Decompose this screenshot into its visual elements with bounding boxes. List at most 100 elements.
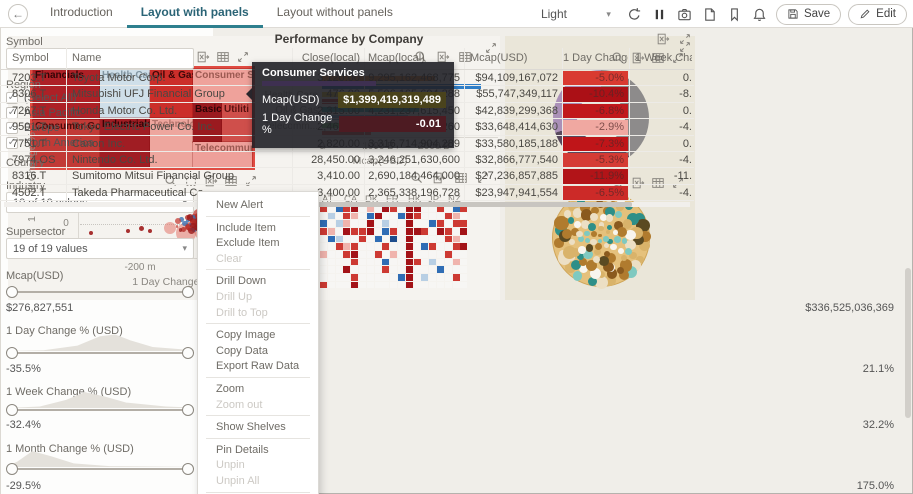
menu-item-export-raw-data[interactable]: Export Raw Data [216,360,300,373]
tab-layout-with-panels[interactable]: Layout with panels [126,0,263,28]
tab-introduction[interactable]: Introduction [50,5,113,19]
heatmap-cell[interactable] [374,243,382,251]
bookmark-icon[interactable] [726,5,744,23]
heatmap-cell[interactable] [390,227,398,235]
heatmap-cell[interactable] [351,212,359,220]
heatmap-cell[interactable] [327,205,335,212]
heatmap-cell[interactable] [413,220,421,228]
heatmap-cell[interactable] [444,243,452,251]
treemap-cell-oil-gas[interactable]: Oil & Gas [149,68,194,119]
heatmap-cell[interactable] [429,250,437,258]
heatmap-cell[interactable] [429,220,437,228]
heatmap-cell[interactable] [343,266,351,273]
heatmap-cell[interactable] [335,220,343,228]
heatmap-cell[interactable] [335,250,343,258]
heatmap-cell[interactable] [327,227,335,235]
heatmap-cell[interactable] [398,212,405,220]
heatmap-cell[interactable] [343,227,351,235]
heatmap-cell[interactable] [429,212,437,220]
menu-item-copy-data[interactable]: Copy Data [216,344,268,357]
heatmap-cell[interactable] [460,212,468,220]
heatmap-cell[interactable] [382,212,390,220]
slider-handle-max-1-month-change-usd-[interactable] [182,463,194,475]
heatmap-cell[interactable] [429,235,437,243]
heatmap-cell[interactable] [421,220,429,228]
heatmap-cell[interactable] [452,243,460,251]
heatmap-cell[interactable] [335,227,343,235]
heatmap-cell[interactable] [413,227,421,235]
heatmap-cell[interactable] [390,281,398,289]
heatmap-cell[interactable] [320,258,327,266]
snapshot-icon[interactable] [676,5,694,23]
heatmap-cell[interactable] [460,281,468,289]
heatmap-cell[interactable] [382,235,390,243]
heatmap-cell[interactable] [374,258,382,266]
heatmap-cell[interactable] [327,235,335,243]
slider-handle-min-1-month-change-usd-[interactable] [6,463,18,475]
heatmap-cell[interactable] [421,235,429,243]
treemap-cell-health-car[interactable]: Health Car [99,68,151,119]
heatmap-cell[interactable] [335,258,343,266]
heatmap-cell[interactable] [343,273,351,281]
heatmap-cell[interactable] [343,235,351,243]
heatmap-cell[interactable] [327,250,335,258]
heatmap-cell[interactable] [429,273,437,281]
heatmap-cell[interactable] [437,243,444,251]
heatmap-cell[interactable] [405,266,413,273]
heatmap-cell[interactable] [366,227,374,235]
notifications-icon[interactable] [751,5,769,23]
heatmap-cell[interactable] [327,212,335,220]
heatmap-cell[interactable] [351,258,359,266]
heatmap-cell[interactable] [390,258,398,266]
slider-track-1-month-change-usd-[interactable] [10,468,190,470]
heatmap-cell[interactable] [320,220,327,228]
heatmap-cell[interactable] [382,243,390,251]
heatmap-cell[interactable] [390,250,398,258]
heatmap-cell[interactable] [405,281,413,289]
heatmap-cell[interactable] [359,227,366,235]
heatmap-cell[interactable] [421,266,429,273]
heatmap-cell[interactable] [327,273,335,281]
treemap-cell-technolog[interactable]: Technolog [149,117,194,168]
slider-handle-min-1-day-change-usd-[interactable] [6,347,18,359]
heatmap-cell[interactable] [366,212,374,220]
treemap-cell-industrials[interactable]: Industrials [99,117,151,168]
heatmap-cell[interactable] [421,273,429,281]
heatmap-cell[interactable] [374,212,382,220]
heatmap-cell[interactable] [359,243,366,251]
heatmap-cell[interactable] [413,281,421,289]
heatmap-cell[interactable] [429,266,437,273]
heatmap-cell[interactable] [366,273,374,281]
region-option-north-america[interactable]: ✓ North America [6,137,94,149]
heatmap-cell[interactable] [437,212,444,220]
heatmap-cell[interactable] [413,243,421,251]
pause-icon[interactable] [651,5,669,23]
heatmap-cell[interactable] [437,281,444,289]
heatmap-cell[interactable] [327,266,335,273]
heatmap-cell[interactable] [327,220,335,228]
menu-item-show-shelves[interactable]: Show Shelves [216,421,286,434]
heatmap-cell[interactable] [444,227,452,235]
heatmap-cell[interactable] [405,273,413,281]
heatmap-cell[interactable] [343,281,351,289]
heatmap-cell[interactable] [359,212,366,220]
heatmap-cell[interactable] [460,235,468,243]
heatmap-cell[interactable] [374,250,382,258]
heatmap-cell[interactable] [444,273,452,281]
heatmap-cell[interactable] [460,205,468,212]
heatmap-cell[interactable] [429,227,437,235]
heatmap-cell[interactable] [413,235,421,243]
heatmap-cell[interactable] [335,266,343,273]
heatmap-cell[interactable] [421,227,429,235]
heatmap-cell[interactable] [366,243,374,251]
heatmap-cell[interactable] [327,243,335,251]
heatmap-cell[interactable] [437,205,444,212]
heatmap-cell[interactable] [398,205,405,212]
heatmap-cell[interactable] [437,235,444,243]
heatmap-cell[interactable] [335,243,343,251]
heatmap-cell[interactable] [398,227,405,235]
heatmap-cell[interactable] [374,220,382,228]
heatmap-cell[interactable] [351,205,359,212]
heatmap-cell[interactable] [335,273,343,281]
theme-select[interactable]: Light ▾ [541,7,611,21]
